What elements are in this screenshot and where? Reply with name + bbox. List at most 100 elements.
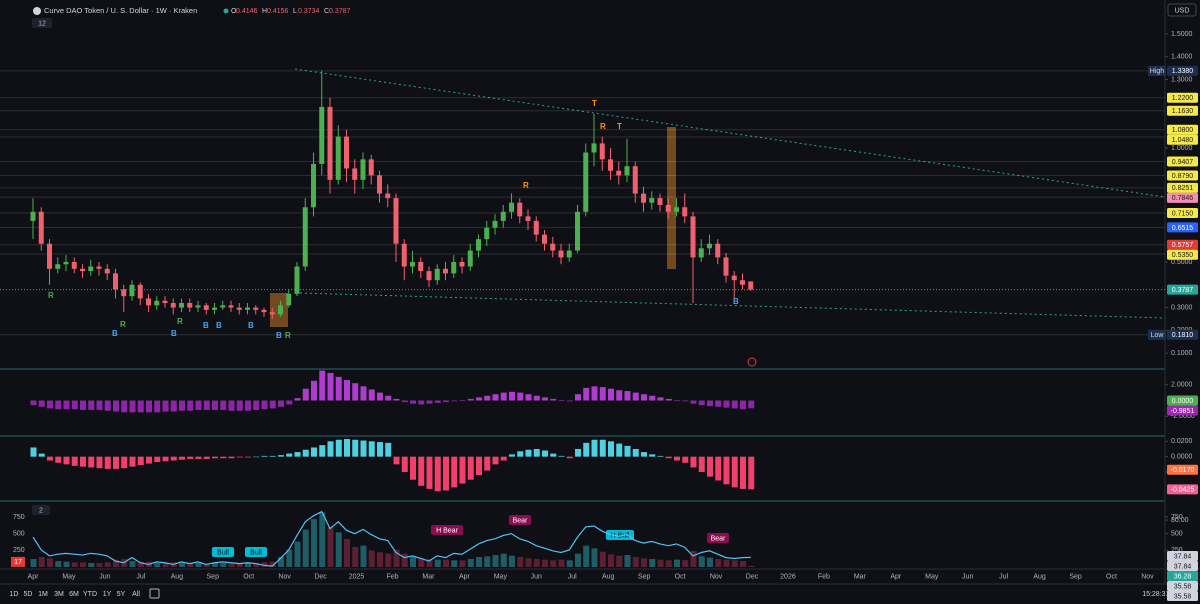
histogram-bar	[319, 445, 326, 457]
histogram-bar	[121, 400, 128, 413]
histogram-bar	[195, 456, 202, 459]
histogram-bar	[715, 400, 722, 407]
candle-body	[418, 261, 424, 272]
price-badge-label: 0.3787	[1172, 287, 1194, 294]
candle-body	[401, 243, 407, 267]
signal: R	[600, 122, 606, 131]
histogram-bar	[591, 548, 598, 567]
y-tick-label: 1.0000	[1171, 145, 1193, 152]
histogram-bar	[690, 551, 697, 567]
histogram-bar	[542, 450, 548, 457]
collapse-button[interactable]	[32, 18, 52, 28]
candle-body	[674, 207, 679, 212]
calendar-button[interactable]	[149, 588, 160, 599]
histogram-bar	[129, 400, 136, 413]
histogram-bar	[253, 456, 260, 458]
histogram-bar	[674, 400, 680, 402]
histogram-bar	[616, 390, 623, 401]
x-tick-label: Jul	[136, 573, 145, 580]
x-tick-label: Sep	[1069, 573, 1082, 580]
histogram-bar	[393, 398, 400, 401]
candle-body	[88, 266, 94, 272]
histogram-bar	[368, 441, 375, 457]
candle-body	[179, 303, 184, 308]
histogram-bar	[451, 560, 458, 567]
ohlc-value: 0.3734	[298, 8, 320, 15]
price-badge	[1167, 182, 1198, 193]
price-badge	[1167, 329, 1198, 340]
candle-body	[327, 106, 333, 180]
histogram-bar	[294, 541, 301, 567]
candle-body	[286, 293, 292, 306]
pane-collapse[interactable]	[32, 505, 50, 515]
histogram-bar	[624, 445, 631, 457]
histogram-bar	[517, 451, 524, 457]
candle-body	[500, 211, 506, 221]
histogram-bar	[104, 400, 111, 411]
badge-name-box	[1148, 65, 1166, 76]
candle-body	[80, 268, 85, 272]
price-badge-label: 1.0480	[1172, 137, 1194, 144]
price-badge-label: 35.58	[1174, 593, 1192, 600]
histogram-bar	[38, 557, 45, 567]
range-button[interactable]: 6M	[69, 591, 79, 598]
histogram-bar	[162, 563, 169, 567]
histogram-bar	[96, 456, 103, 469]
range-button[interactable]: 5D	[24, 591, 33, 598]
x-tick-label: Jul	[568, 573, 577, 580]
histogram-bar	[245, 563, 251, 567]
symbol-logo	[33, 7, 41, 15]
x-tick-label: Apr	[890, 573, 902, 580]
histogram-bar	[154, 563, 161, 567]
histogram-bar	[30, 400, 37, 406]
histogram-bar	[641, 452, 647, 457]
pane-badge[interactable]: 2	[39, 507, 43, 514]
range-button[interactable]: 1M	[38, 591, 48, 598]
price-badge-label: 0.8790	[1172, 173, 1194, 180]
x-tick-label: Feb	[818, 573, 830, 580]
range-button[interactable]: All	[132, 591, 140, 598]
candle-body	[434, 268, 440, 281]
price-badge-label: 0.9407	[1172, 159, 1194, 166]
histogram-bar	[418, 400, 425, 405]
histogram-bar	[88, 456, 95, 468]
range-button[interactable]: 5Y	[117, 591, 126, 598]
candle-body	[368, 159, 374, 176]
histogram-bar	[212, 563, 218, 567]
histogram-bar	[278, 400, 284, 407]
histogram-bar	[467, 398, 474, 401]
histogram-bar	[88, 400, 95, 410]
y-tick-label: 0.3000	[1171, 304, 1193, 311]
histogram-bar	[707, 456, 713, 477]
candle-body	[294, 266, 300, 294]
histogram-bar	[228, 563, 235, 567]
candle-body	[170, 303, 176, 308]
histogram-bar	[599, 551, 606, 567]
histogram-bar	[344, 380, 350, 401]
histogram-bar	[393, 549, 400, 567]
histogram-bar	[467, 559, 474, 567]
range-button[interactable]: 1D	[10, 591, 19, 598]
histogram-bar	[410, 456, 416, 480]
candle-body	[410, 261, 415, 267]
histogram-bar	[228, 456, 235, 459]
currency-button[interactable]	[1167, 3, 1197, 17]
annotation: Bull	[217, 549, 229, 556]
range-button[interactable]: YTD	[83, 591, 97, 598]
histogram-bar	[517, 557, 524, 567]
histogram-bar	[608, 554, 614, 567]
indicator-count[interactable]: 12	[38, 20, 46, 27]
histogram-bar	[748, 400, 755, 409]
annotation: Bear	[513, 517, 528, 524]
price-badge	[1167, 249, 1198, 260]
histogram-bar	[401, 553, 408, 567]
histogram-bar	[137, 400, 144, 413]
histogram-bar	[302, 529, 309, 567]
currency[interactable]: USD	[1175, 7, 1190, 14]
histogram-bar	[96, 563, 103, 567]
histogram-bar	[740, 400, 746, 410]
range-button[interactable]: 3M	[54, 591, 64, 598]
histogram-bar	[657, 397, 664, 401]
range-button[interactable]: 1Y	[103, 591, 112, 598]
